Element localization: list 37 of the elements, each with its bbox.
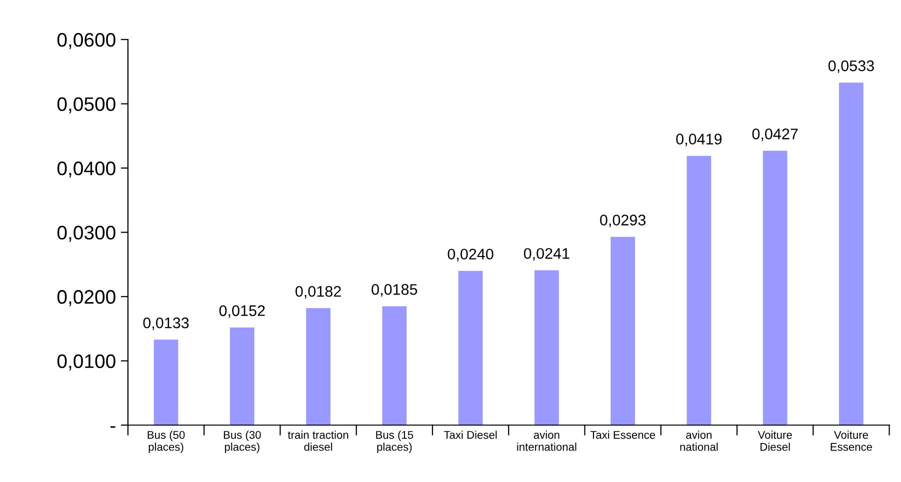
y-tick-label: 0,0100 <box>57 354 116 370</box>
bar <box>230 327 254 426</box>
x-tick-label: Bus (30 places) <box>224 430 261 454</box>
y-tick-label: 0,0400 <box>57 162 116 178</box>
bar <box>458 270 483 426</box>
x-tick-label: avion international <box>517 430 576 451</box>
bar <box>154 340 178 426</box>
bar <box>306 308 330 426</box>
data-label: 0,0241 <box>524 248 570 261</box>
data-label: 0,0185 <box>372 284 418 297</box>
data-label: 0,0152 <box>219 305 265 318</box>
data-label: 0,0293 <box>600 214 646 228</box>
data-label: 0,0133 <box>143 317 189 330</box>
bar <box>839 82 864 426</box>
x-tick-label: Bus (50 places) <box>148 430 185 454</box>
y-tick-label: 0,0300 <box>57 226 116 242</box>
y-tick-label: 0,0200 <box>57 290 116 306</box>
y-tick-label: - <box>110 426 116 428</box>
y-tick-label: 0,0500 <box>57 97 116 114</box>
x-tick-label: Taxi Diesel <box>444 430 497 439</box>
x-tick-label: avion national <box>680 430 718 451</box>
bar <box>382 306 407 426</box>
data-label: 0,0240 <box>448 248 494 262</box>
data-label: 0,0427 <box>752 128 798 142</box>
y-tick-label: 0,0600 <box>57 32 116 50</box>
bar <box>610 236 635 426</box>
data-label: 0,0182 <box>296 286 341 299</box>
x-tick-label: Voiture Essence <box>830 430 872 451</box>
bar <box>686 156 712 426</box>
x-tick-label: train traction diesel <box>288 430 348 451</box>
bar <box>762 150 788 426</box>
x-tick-label: Bus (15 places) <box>376 430 414 454</box>
bar <box>534 270 559 426</box>
x-tick-label: Voiture Diesel <box>758 430 792 451</box>
x-tick-label: Taxi Essence <box>590 430 656 439</box>
data-label: 0,0533 <box>828 60 874 74</box>
data-label: 0,0419 <box>676 134 722 146</box>
